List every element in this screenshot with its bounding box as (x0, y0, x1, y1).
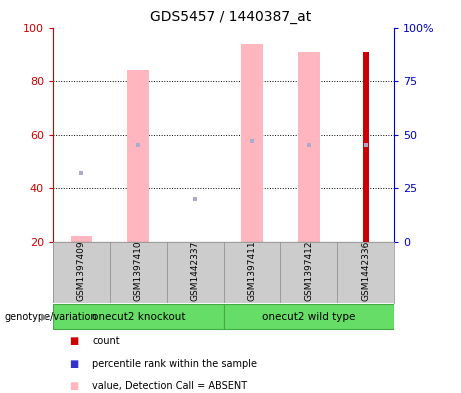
Text: count: count (92, 336, 120, 346)
Text: percentile rank within the sample: percentile rank within the sample (92, 358, 257, 369)
Bar (298, 51, 319, 242)
Text: ▶: ▶ (41, 312, 48, 322)
Text: GSM1397409: GSM1397409 (77, 241, 86, 301)
Bar (363, 51, 368, 242)
Text: GSM1442336: GSM1442336 (361, 241, 370, 301)
Text: onecut2 knockout: onecut2 knockout (92, 312, 185, 322)
Bar (224, 304, 394, 329)
Bar (53, 304, 224, 329)
Text: GSM1442337: GSM1442337 (191, 241, 200, 301)
Text: value, Detection Call = ABSENT: value, Detection Call = ABSENT (92, 381, 247, 391)
Text: onecut2 wild type: onecut2 wild type (262, 312, 355, 322)
Bar (128, 70, 149, 242)
Text: GSM1397410: GSM1397410 (134, 241, 143, 301)
Text: GDS5457 / 1440387_at: GDS5457 / 1440387_at (150, 10, 311, 24)
Text: ■: ■ (69, 358, 78, 369)
Text: genotype/variation: genotype/variation (5, 312, 97, 322)
Text: ■: ■ (69, 336, 78, 346)
Bar (71, 236, 92, 242)
Text: ■: ■ (69, 381, 78, 391)
Text: GSM1397412: GSM1397412 (304, 241, 313, 301)
Text: GSM1397411: GSM1397411 (248, 241, 256, 301)
Bar (241, 44, 263, 242)
